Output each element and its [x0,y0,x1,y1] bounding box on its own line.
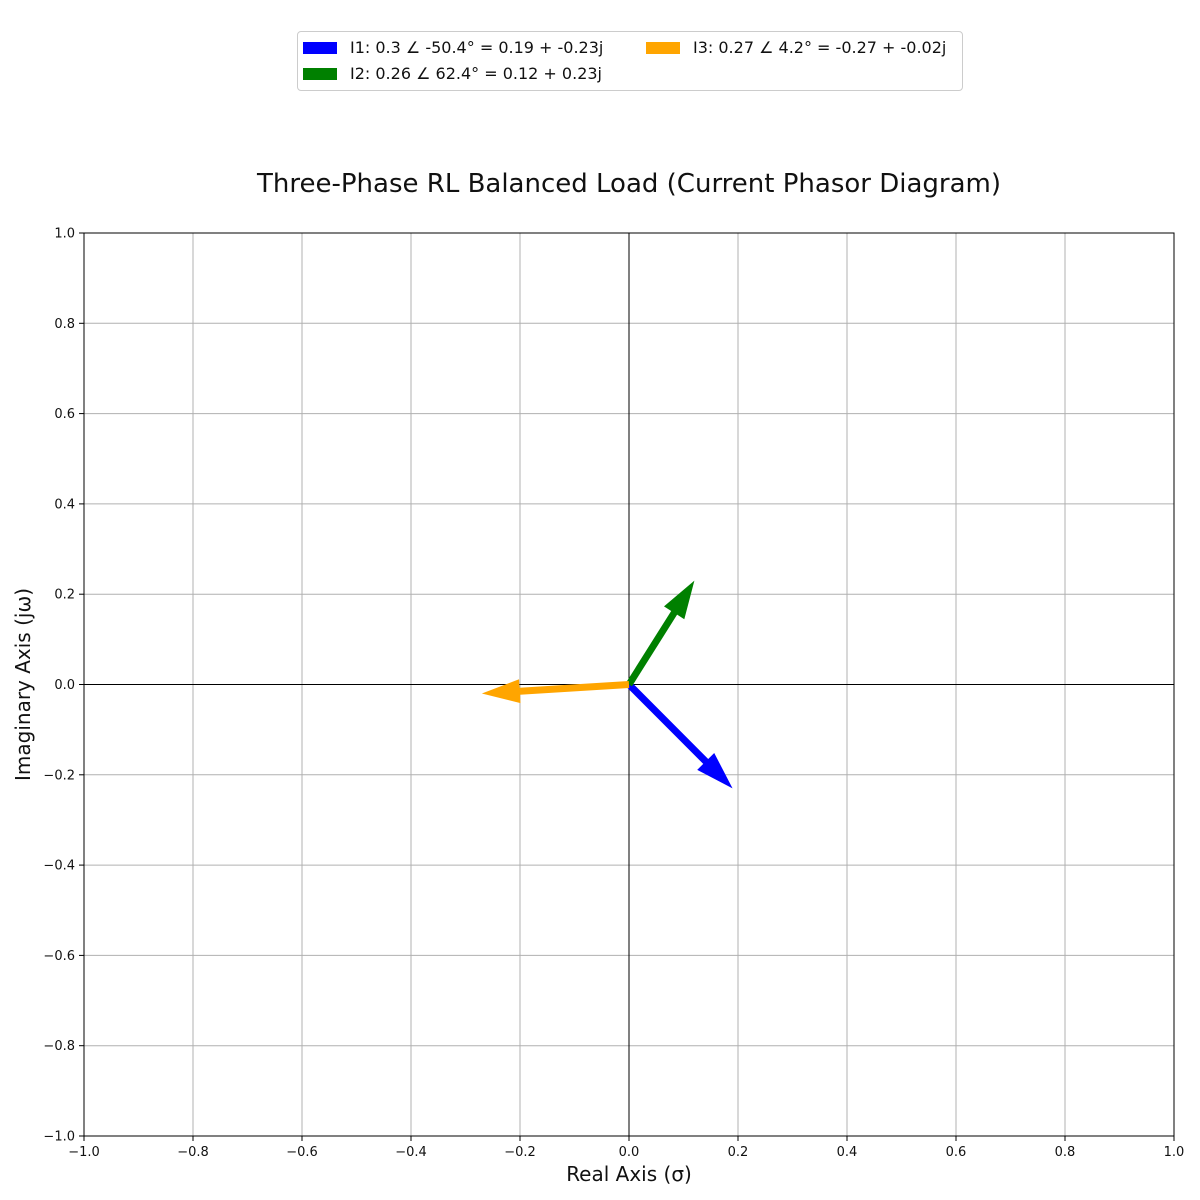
legend-item-i3: I3: 0.27 ∠ 4.2° = -0.27 + -0.02j [646,38,946,57]
y-tick-label: 0.0 [54,678,75,693]
legend-swatch-i1 [303,41,337,54]
x-tick-label: 0.6 [946,1145,967,1160]
y-tick-label: −0.8 [43,1039,75,1054]
x-tick-label: 0.0 [619,1145,640,1160]
x-tick-label: −0.4 [395,1145,427,1160]
x-tick-label: −0.6 [286,1145,318,1160]
y-tick-label: 0.2 [54,588,75,603]
x-tick-label: 1.0 [1164,1145,1185,1160]
x-tick-label: −1.0 [68,1145,100,1160]
legend: I1: 0.3 ∠ -50.4° = 0.19 + -0.23j I2: 0.2… [297,31,963,91]
phasor-arrows [481,580,733,789]
phasor-arrow-i2 [626,580,695,687]
y-tick-label: −1.0 [43,1130,75,1145]
legend-label-i2: I2: 0.26 ∠ 62.4° = 0.12 + 0.23j [350,64,602,83]
y-tick-label: −0.6 [43,949,75,964]
legend-swatch-i2 [303,67,337,80]
y-tick-label: 0.6 [54,407,75,422]
chart-title: Three-Phase RL Balanced Load (Current Ph… [256,169,1001,199]
legend-item-i1: I1: 0.3 ∠ -50.4° = 0.19 + -0.23j [303,38,603,57]
y-tick-label: 1.0 [54,227,75,242]
phasor-arrow-i1 [626,682,733,789]
y-axis-label: Imaginary Axis (jω) [11,588,35,781]
axis-ticks: −1.0 −0.8 −0.6 −0.4 −0.2 0.0 0.2 0.4 0.6 0.8 1.0 −1… [43,227,1184,1161]
legend-item-i2: I2: 0.26 ∠ 62.4° = 0.12 + 0.23j [303,64,602,83]
legend-swatch-i3 [646,41,680,54]
y-tick-label: −0.4 [43,859,75,874]
legend-label-i3: I3: 0.27 ∠ 4.2° = -0.27 + -0.02j [693,38,947,57]
x-tick-label: 0.4 [837,1145,858,1160]
phasor-arrow-i3 [481,679,630,704]
x-tick-label: 0.8 [1055,1145,1076,1160]
x-tick-label: 0.2 [728,1145,749,1160]
y-tick-label: 0.8 [54,317,75,332]
x-axis-label: Real Axis (σ) [566,1162,692,1186]
x-tick-label: −0.8 [177,1145,209,1160]
y-tick-label: −0.2 [43,768,75,783]
x-tick-label: −0.2 [504,1145,536,1160]
y-tick-label: 0.4 [54,497,75,512]
legend-label-i1: I1: 0.3 ∠ -50.4° = 0.19 + -0.23j [350,38,604,57]
